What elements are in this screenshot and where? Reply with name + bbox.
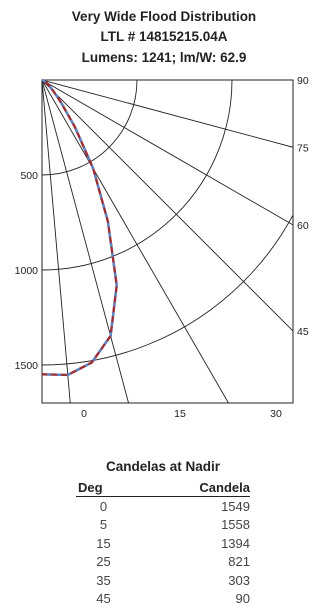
grid-ray-5 xyxy=(42,80,75,459)
angle-label: 45 xyxy=(297,326,309,338)
grid-arc-1000 xyxy=(0,0,232,270)
horizontal-tick-label: 30 xyxy=(270,408,282,420)
grid-arc-1500 xyxy=(0,0,327,365)
grid-ray-30 xyxy=(42,80,232,409)
candela-cell: 1558 xyxy=(131,516,250,535)
candela-header: Candela xyxy=(131,478,250,497)
angle-label: 60 xyxy=(297,220,309,232)
grid-ray-75 xyxy=(42,80,328,178)
deg-cell: 5 xyxy=(76,516,131,535)
candela-curve-overlay xyxy=(42,80,117,375)
table-title: Candelas at Nadir xyxy=(40,459,286,474)
candela-cell: 1394 xyxy=(131,534,250,553)
radial-tick-label: 1000 xyxy=(15,265,39,277)
candela-curve xyxy=(42,80,117,375)
angle-label: 75 xyxy=(297,142,309,154)
polar-candela-plot: 500 1000 1500 0 15 30 90 75 60 45 xyxy=(0,0,328,460)
table-header-row: Deg Candela xyxy=(76,478,250,497)
radial-tick-label: 1500 xyxy=(15,360,39,372)
polar-grid xyxy=(0,0,328,459)
deg-cell: 45 xyxy=(76,590,131,608)
plot-frame xyxy=(42,80,293,403)
deg-cell: 15 xyxy=(76,534,131,553)
radial-tick-label: 500 xyxy=(20,170,38,182)
deg-header: Deg xyxy=(76,478,131,497)
candela-cell: 90 xyxy=(131,590,250,608)
horizontal-tick-label: 0 xyxy=(81,408,87,420)
deg-cell: 35 xyxy=(76,571,131,590)
deg-cell: 25 xyxy=(76,553,131,572)
candela-cell: 303 xyxy=(131,571,250,590)
deg-cell: 0 xyxy=(76,497,131,516)
candela-cell: 1549 xyxy=(131,497,250,516)
horizontal-tick-label: 15 xyxy=(174,408,186,420)
grid-ray-45 xyxy=(42,80,311,349)
grid-ray-15 xyxy=(42,80,140,447)
angle-label: 90 xyxy=(297,75,309,87)
candela-cell: 821 xyxy=(131,553,250,572)
